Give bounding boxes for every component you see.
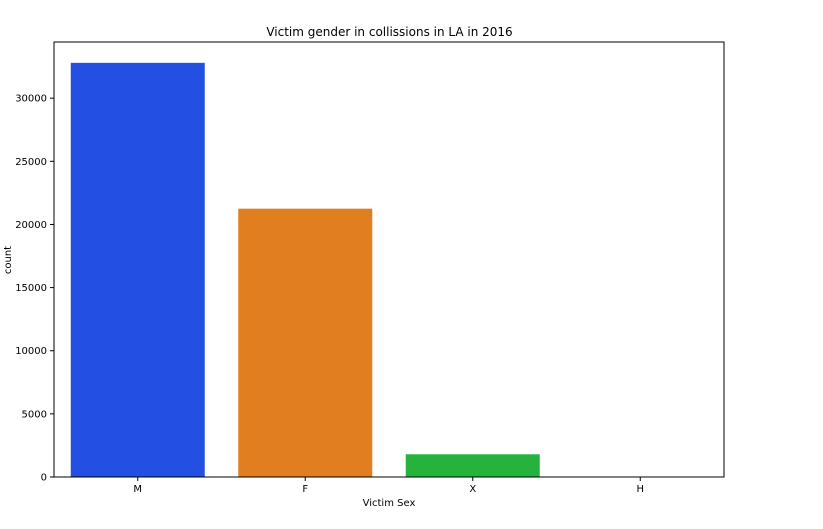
chart-title: Victim gender in collissions in LA in 20… (266, 25, 512, 39)
y-axis-label: count (3, 246, 14, 274)
x-tick-label: M (133, 484, 142, 495)
y-tick-label: 0 (41, 473, 47, 484)
x-tick-label: H (636, 484, 644, 495)
bar-f (238, 208, 373, 478)
y-tick-label: 20000 (15, 220, 47, 231)
y-tick-label: 15000 (15, 283, 47, 294)
x-tick-label: X (469, 484, 476, 495)
y-tick-label: 10000 (15, 346, 47, 357)
bar-m (70, 62, 205, 478)
y-axis: 0 5000 10000 15000 20000 25000 30000 (15, 94, 54, 484)
x-axis-label: Victim Sex (363, 498, 416, 509)
x-tick-label: F (302, 484, 308, 495)
bar-x (405, 454, 540, 477)
y-tick-label: 25000 (15, 157, 47, 168)
bars (70, 62, 708, 478)
y-tick-label: 30000 (15, 94, 47, 105)
y-tick-label: 5000 (22, 409, 47, 420)
plot-frame (53, 41, 725, 478)
